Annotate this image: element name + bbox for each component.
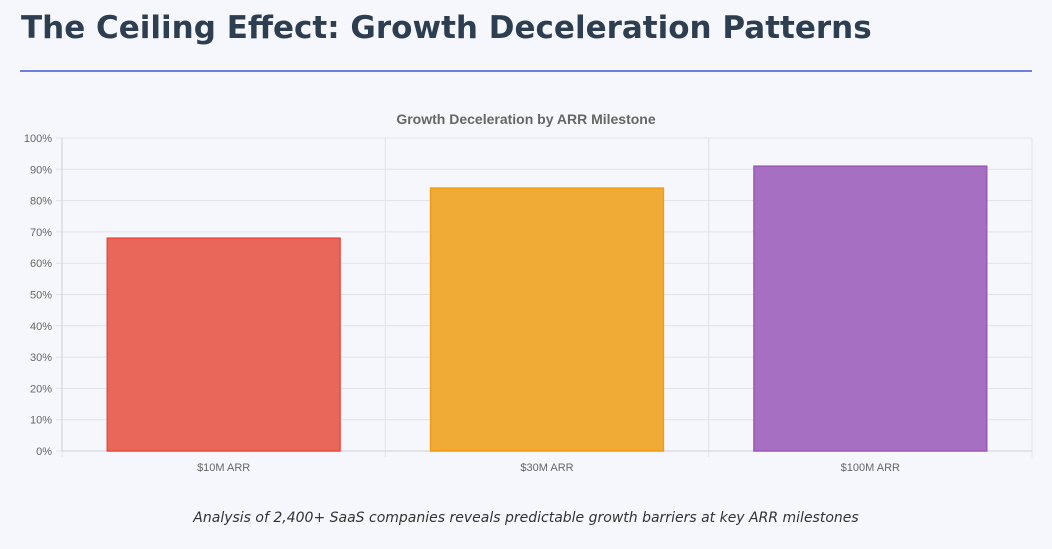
bar-3: [753, 165, 988, 452]
y-tick-label: 20%: [30, 383, 52, 395]
y-tick-label: 100%: [24, 133, 52, 145]
y-tick-label: 70%: [30, 227, 52, 239]
growth-deceleration-chart: Growth Deceleration by ARR Milestone 0% 1…: [24, 111, 1033, 474]
y-tick-label: 80%: [30, 196, 52, 208]
title-divider: [20, 70, 1032, 72]
x-tick-label: $10M ARR: [197, 462, 250, 474]
y-tick-label: 90%: [30, 164, 52, 176]
y-tick-label: 60%: [30, 258, 52, 270]
bar-2: [429, 187, 665, 452]
y-tick-label: 30%: [30, 352, 52, 364]
chart-caption: Analysis of 2,400+ SaaS companies reveal…: [193, 510, 859, 526]
chart-title: Growth Deceleration by ARR Milestone: [396, 111, 656, 127]
y-tick-label: 10%: [30, 415, 52, 427]
x-tick-label: $100M ARR: [841, 462, 900, 474]
page-title: The Ceiling Effect: Growth Deceleration …: [21, 10, 872, 46]
y-tick-label: 40%: [30, 321, 52, 333]
tick-labels: 0% 10% 20% 30% 40% 50% 60% 70% 80% 90% 100% $10M AR…: [24, 133, 900, 474]
x-tick-label: $30M ARR: [520, 462, 573, 474]
y-tick-label: 0%: [36, 446, 52, 458]
bar-1: [106, 237, 341, 452]
y-tick-label: 50%: [30, 290, 52, 302]
bars: [106, 165, 988, 452]
